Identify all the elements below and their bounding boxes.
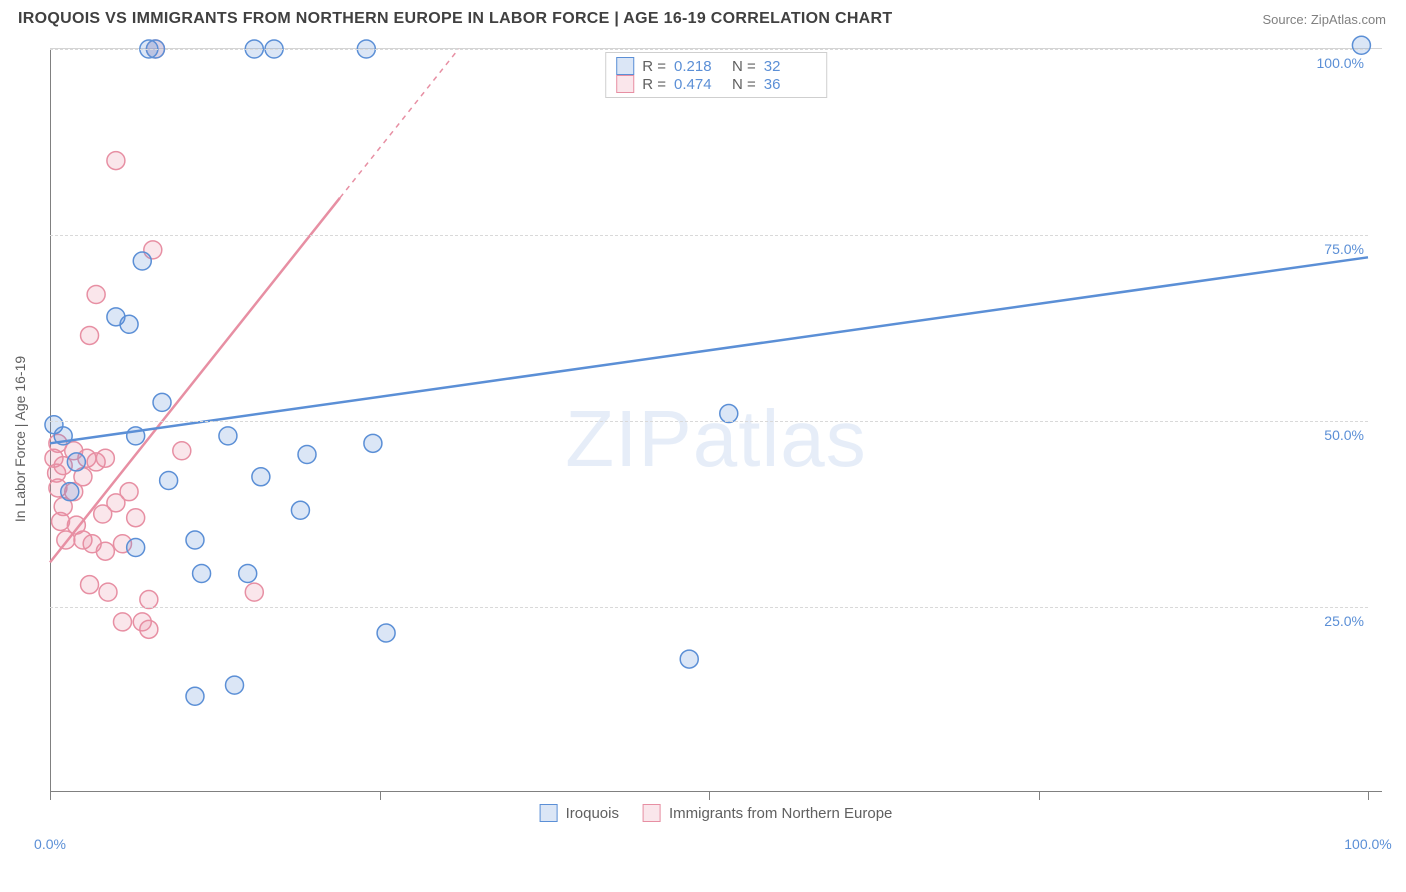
correlation-legend: R = 0.218 N = 32 R = 0.474 N = 36 bbox=[605, 52, 827, 98]
scatter-point-immigrants bbox=[81, 576, 99, 594]
swatch-iroquois bbox=[616, 57, 634, 75]
swatch-iroquois bbox=[540, 804, 558, 822]
swatch-immigrants bbox=[643, 804, 661, 822]
scatter-point-immigrants bbox=[87, 286, 105, 304]
scatter-point-iroquois bbox=[186, 531, 204, 549]
gridline-h bbox=[50, 421, 1368, 422]
scatter-point-immigrants bbox=[113, 613, 131, 631]
x-tick bbox=[50, 792, 51, 800]
legend-item-immigrants: Immigrants from Northern Europe bbox=[643, 804, 892, 822]
scatter-point-immigrants bbox=[173, 442, 191, 460]
n-label: N = bbox=[732, 58, 756, 75]
scatter-point-immigrants bbox=[140, 591, 158, 609]
scatter-point-immigrants bbox=[127, 509, 145, 527]
r-label: R = bbox=[642, 76, 666, 93]
scatter-point-iroquois bbox=[252, 468, 270, 486]
x-tick bbox=[709, 792, 710, 800]
scatter-point-iroquois bbox=[291, 501, 309, 519]
scatter-point-iroquois bbox=[1352, 36, 1370, 54]
scatter-point-iroquois bbox=[193, 565, 211, 583]
r-value-iroquois: 0.218 bbox=[674, 58, 724, 75]
scatter-point-immigrants bbox=[140, 620, 158, 638]
y-tick-label: 50.0% bbox=[1324, 427, 1364, 443]
scatter-plot-svg bbox=[50, 49, 1382, 828]
scatter-point-immigrants bbox=[96, 449, 114, 467]
n-value-immigrants: 36 bbox=[764, 76, 814, 93]
gridline-h bbox=[50, 235, 1368, 236]
source-label: Source: ZipAtlas.com bbox=[1262, 12, 1386, 27]
legend-item-iroquois: Iroquois bbox=[540, 804, 619, 822]
x-tick bbox=[1368, 792, 1369, 800]
scatter-point-immigrants bbox=[99, 583, 117, 601]
gridline-h bbox=[50, 49, 1368, 50]
legend-label-immigrants: Immigrants from Northern Europe bbox=[669, 805, 892, 822]
scatter-point-immigrants bbox=[107, 152, 125, 170]
scatter-point-immigrants bbox=[81, 326, 99, 344]
scatter-point-iroquois bbox=[160, 472, 178, 490]
scatter-point-iroquois bbox=[377, 624, 395, 642]
r-value-immigrants: 0.474 bbox=[674, 76, 724, 93]
scatter-point-iroquois bbox=[226, 676, 244, 694]
scatter-point-iroquois bbox=[680, 650, 698, 668]
series-legend: Iroquois Immigrants from Northern Europe bbox=[540, 804, 893, 822]
scatter-point-iroquois bbox=[364, 434, 382, 452]
chart-title: IROQUOIS VS IMMIGRANTS FROM NORTHERN EUR… bbox=[18, 10, 892, 28]
trendline-ext-immigrants bbox=[340, 49, 459, 198]
scatter-point-iroquois bbox=[67, 453, 85, 471]
scatter-point-iroquois bbox=[153, 393, 171, 411]
scatter-point-iroquois bbox=[186, 687, 204, 705]
x-tick bbox=[1039, 792, 1040, 800]
y-tick-label: 25.0% bbox=[1324, 613, 1364, 629]
scatter-point-immigrants bbox=[245, 583, 263, 601]
n-label: N = bbox=[732, 76, 756, 93]
x-tick-label: 0.0% bbox=[34, 836, 66, 852]
swatch-immigrants bbox=[616, 75, 634, 93]
x-tick-label: 100.0% bbox=[1344, 836, 1391, 852]
scatter-point-immigrants bbox=[96, 542, 114, 560]
scatter-point-iroquois bbox=[720, 405, 738, 423]
scatter-point-iroquois bbox=[133, 252, 151, 270]
n-value-iroquois: 32 bbox=[764, 58, 814, 75]
x-tick bbox=[380, 792, 381, 800]
y-axis-title: In Labor Force | Age 16-19 bbox=[12, 355, 28, 521]
scatter-point-iroquois bbox=[120, 315, 138, 333]
scatter-point-iroquois bbox=[127, 538, 145, 556]
legend-row-iroquois: R = 0.218 N = 32 bbox=[616, 57, 814, 75]
legend-label-iroquois: Iroquois bbox=[566, 805, 619, 822]
scatter-point-immigrants bbox=[120, 483, 138, 501]
gridline-h bbox=[50, 607, 1368, 608]
r-label: R = bbox=[642, 58, 666, 75]
scatter-point-iroquois bbox=[298, 445, 316, 463]
legend-row-immigrants: R = 0.474 N = 36 bbox=[616, 75, 814, 93]
chart-frame: In Labor Force | Age 16-19 ZIPatlas R = … bbox=[50, 48, 1382, 828]
scatter-point-iroquois bbox=[61, 483, 79, 501]
scatter-point-iroquois bbox=[239, 565, 257, 583]
trendline-iroquois bbox=[50, 257, 1368, 443]
y-tick-label: 75.0% bbox=[1324, 241, 1364, 257]
scatter-point-iroquois bbox=[219, 427, 237, 445]
y-tick-label: 100.0% bbox=[1317, 55, 1364, 71]
